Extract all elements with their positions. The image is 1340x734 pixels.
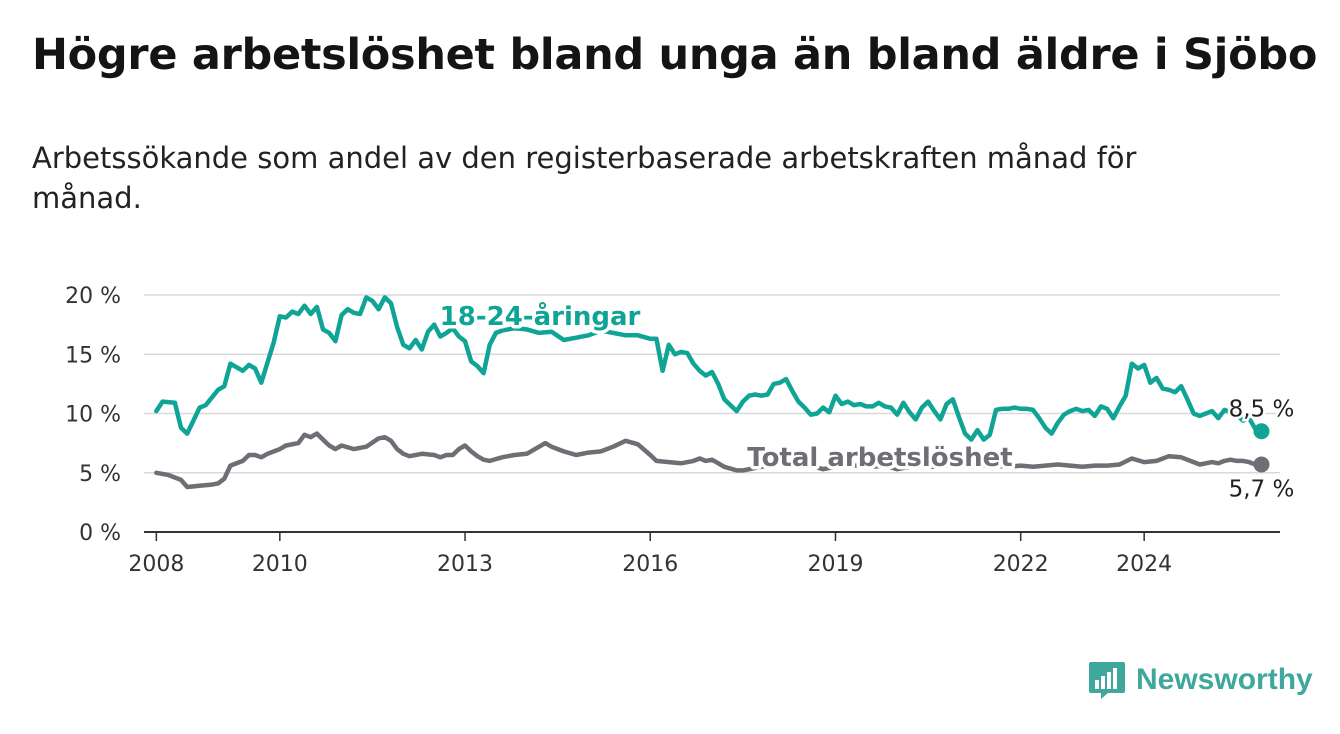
series-labels: 18-24-åringar Total arbetslöshet 8,5 % 5,7 … [436, 297, 1297, 505]
x-tick-label: 2022 [993, 552, 1049, 577]
y-tick-label: 0 % [79, 521, 121, 546]
series-label-youth: 18-24-åringar [440, 300, 641, 332]
chart-subtitle: Arbetssökande som andel av den registerb… [32, 141, 1137, 215]
newsworthy-brand: Newsworthy [1088, 660, 1313, 700]
series-lines [154, 295, 1270, 490]
y-tick-label: 10 % [65, 403, 121, 428]
series-line-total [154, 431, 1264, 490]
y-tick-label: 20 % [65, 284, 121, 309]
series-label-total: Total arbetslöshet [747, 443, 1012, 473]
x-tick-label: 2008 [128, 552, 184, 577]
y-tick-label: 15 % [65, 343, 121, 368]
x-tick-label: 2019 [807, 552, 863, 577]
x-tick-label: 2024 [1116, 552, 1172, 577]
chart-title: Högre arbetslöshet bland unga än bland ä… [32, 30, 1318, 80]
y-tick-label: 5 % [79, 462, 121, 487]
series-end-point-total [1253, 456, 1270, 473]
grid-lines [144, 294, 1280, 474]
end-value-label-total: 5,7 % [1229, 476, 1295, 502]
bar-chart-icon [1089, 662, 1125, 699]
brand-name: Newsworthy [1136, 663, 1313, 696]
x-tick-label: 2016 [622, 552, 678, 577]
end-value-label-youth: 8,5 % [1229, 396, 1295, 422]
series-end-point-youth [1253, 423, 1270, 440]
x-tick-label: 2010 [252, 552, 308, 577]
series-line-youth [154, 295, 1264, 442]
axes: 0 % 5 % 10 % 15 % 20 % 2008 2010 2013 2016 2019 20… [65, 284, 1280, 577]
x-tick-label: 2013 [437, 552, 493, 577]
